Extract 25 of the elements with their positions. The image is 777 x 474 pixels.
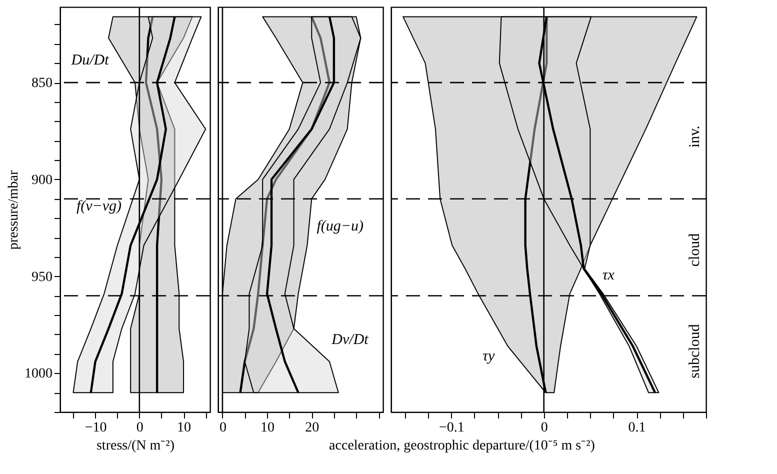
- x-axis-title: stress/(N m⁻²): [96, 438, 175, 454]
- annotation: f(v−vg): [76, 198, 122, 214]
- x-tick-label: 0: [540, 420, 548, 436]
- x-tick-label: 0.1: [628, 420, 646, 436]
- x-tick-label: 10: [177, 420, 192, 436]
- x-tick-label: 0: [136, 420, 144, 436]
- x-tick-label: 0: [219, 420, 226, 436]
- annotation: inv.: [687, 126, 703, 148]
- annotation: subcloud: [687, 324, 703, 378]
- annotation: cloud: [687, 232, 703, 267]
- annotation: Du/Dt: [70, 52, 110, 69]
- x-axis-title: acceleration, geostrophic departure/(10⁻⁵ m s⁻²): [329, 438, 596, 454]
- x-tick-label: 20: [305, 420, 320, 436]
- y-axis-title: pressure/mbar: [6, 170, 22, 250]
- y-tick-label: 1000: [24, 366, 52, 382]
- y-tick-label: 850: [32, 76, 52, 92]
- x-tick-label: −10: [84, 420, 107, 436]
- annotation: τy: [482, 348, 496, 364]
- annotation: f(ug−u): [316, 218, 364, 235]
- annotation: τx: [602, 267, 615, 284]
- annotation: Dv/Dt: [330, 332, 370, 348]
- x-tick-label: −0.1: [439, 420, 464, 436]
- y-tick-label: 900: [32, 172, 52, 188]
- x-tick-label: 10: [260, 420, 275, 436]
- y-tick-label: 950: [32, 270, 52, 285]
